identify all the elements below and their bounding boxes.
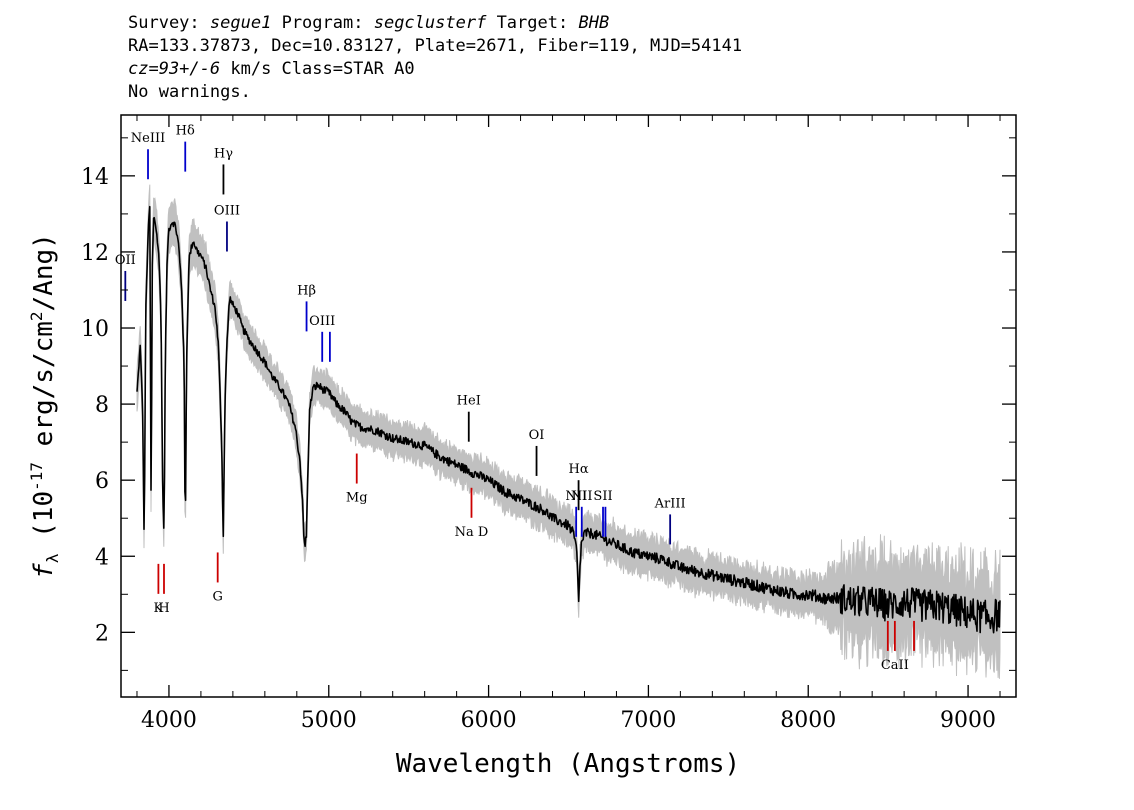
y-axis-base: (10 [29, 491, 59, 554]
line-marker-label: NII [571, 489, 593, 504]
survey-value: segue1 [209, 13, 272, 33]
line-marker-label: OI [529, 428, 545, 443]
y-axis-exp1: -17 [27, 462, 46, 491]
line-marker-label: Mg [346, 491, 368, 506]
program-label: Program: [281, 13, 364, 33]
cz-value: cz=93+/-6 [128, 59, 221, 79]
header-line-redshift: cz=93+/-6 km/s Class=STAR A0 [128, 58, 742, 81]
y-tick-label: 12 [81, 241, 109, 266]
y-axis-mid: erg/s/cm [29, 321, 59, 462]
x-tick-label: 7000 [620, 708, 676, 733]
line-marker-label: OIII [309, 314, 335, 329]
x-tick-label: 5000 [301, 708, 357, 733]
flux-line [136, 205, 1001, 634]
line-marker-label: H [158, 601, 169, 616]
line-marker-label: NII [565, 489, 587, 504]
line-marker-label: OII [115, 253, 136, 268]
header-line-coordinates: RA=133.37873, Dec=10.83127, Plate=2671, … [128, 36, 743, 56]
line-marker-label: Hβ [297, 283, 316, 298]
x-axis-title: Wavelength (Angstroms) [396, 749, 740, 779]
line-marker-label: HeI [457, 394, 481, 409]
y-axis-f: f [29, 563, 59, 579]
y-axis-tail: /Ang) [29, 233, 59, 311]
survey-label: Survey: [128, 13, 200, 33]
y-tick-label: 8 [95, 393, 109, 418]
line-marker-label: Hα [569, 462, 589, 477]
class-text: km/s Class=STAR A0 [220, 59, 415, 79]
target-value: BHB [578, 13, 610, 33]
header-line-survey: Survey: segue1 Program: segclusterf Targ… [128, 12, 742, 35]
plot-frame [120, 114, 1017, 698]
line-marker-label: ArIII [654, 496, 686, 511]
line-marker-label: K [154, 601, 164, 616]
y-tick-label: 4 [95, 545, 109, 570]
y-tick-label: 14 [81, 165, 109, 190]
y-tick-label: 2 [95, 621, 109, 646]
y-axis-exp2: 2 [27, 311, 46, 321]
axis-ticks: 4000 5000 6000 7000 8000 9000 2 4 6 8 10 12 14 [81, 115, 1016, 733]
program-value: segclusterf [373, 13, 487, 33]
y-axis-title: fλ (10-17 erg/s/cm2/Ang) [27, 233, 62, 579]
x-tick-label: 8000 [780, 708, 836, 733]
line-marker-label: Hδ [176, 124, 195, 139]
x-tick-label: 6000 [461, 708, 517, 733]
line-marker-label: SII [593, 489, 612, 504]
x-tick-label: 4000 [141, 708, 197, 733]
flux-layer [136, 205, 1001, 634]
x-tick-label: 9000 [940, 708, 996, 733]
spectrum-header: Survey: segue1 Program: segclusterf Targ… [128, 12, 742, 104]
line-marker-label: NeIII [131, 131, 165, 146]
line-marker-label: Hγ [214, 146, 233, 161]
header-line-warnings: No warnings. [128, 82, 251, 102]
y-tick-label: 6 [95, 469, 109, 494]
y-tick-label: 10 [81, 317, 109, 342]
target-label: Target: [496, 13, 569, 33]
line-marker-label: OIII [214, 204, 240, 219]
y-axis-lambda: λ [43, 553, 62, 563]
line-marker-label: Na D [455, 525, 489, 540]
line-marker-label: G [212, 589, 222, 604]
line-marker-label: CaII [881, 658, 909, 673]
